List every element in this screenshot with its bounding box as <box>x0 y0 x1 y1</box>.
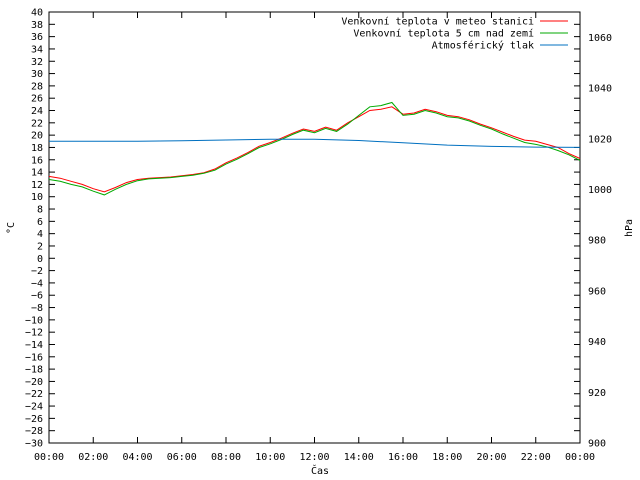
y-tick-label: 18 <box>31 143 43 154</box>
y-tick-label: −16 <box>25 352 43 363</box>
x-tick-label: 08:00 <box>211 452 241 463</box>
x-axis-title: Čas <box>311 464 329 477</box>
y2-tick-label: 960 <box>588 286 606 297</box>
y-tick-label: 32 <box>31 57 43 68</box>
x-tick-label: 02:00 <box>78 452 108 463</box>
y-axis-title: °C <box>6 222 17 234</box>
series-line-3 <box>49 138 581 148</box>
series-line-1 <box>48 106 581 193</box>
y-tick-label: 36 <box>31 32 43 43</box>
y2-tick-label: 980 <box>588 236 606 247</box>
y-tick-label: 10 <box>31 192 43 203</box>
y-tick-label: 22 <box>31 118 43 129</box>
y-tick-label: 2 <box>37 241 43 252</box>
y-tick-label: −14 <box>25 340 43 351</box>
y2-tick-label: 1060 <box>588 33 612 44</box>
x-tick-label: 10:00 <box>255 452 285 463</box>
x-tick-label: 00:00 <box>565 452 595 463</box>
y-tick-label: −22 <box>25 389 43 400</box>
y-tick-label: 28 <box>31 81 43 92</box>
x-tick-label: 20:00 <box>476 452 506 463</box>
series-line-2 <box>48 101 581 196</box>
y-tick-label: 14 <box>31 168 43 179</box>
legend-label: Atmosférický tlak <box>432 40 534 52</box>
y2-tick-label: 1000 <box>588 185 612 196</box>
x-tick-label: 04:00 <box>122 452 152 463</box>
y-tick-label: −26 <box>25 414 43 425</box>
plot-frame <box>48 11 581 444</box>
y-tick-label: 6 <box>37 217 43 228</box>
y-tick-label: 24 <box>31 106 43 117</box>
x-tick-label: 22:00 <box>521 452 551 463</box>
y-tick-label: −20 <box>25 377 43 388</box>
x-tick-label: 00:00 <box>34 452 64 463</box>
x-tick-label: 06:00 <box>167 452 197 463</box>
y-tick-label: 4 <box>37 229 43 240</box>
y-tick-label: −10 <box>25 315 43 326</box>
y-tick-label: 0 <box>37 254 43 265</box>
y-tick-label: −18 <box>25 365 43 376</box>
y-tick-label: 8 <box>37 205 43 216</box>
y2-tick-label: 1040 <box>588 84 612 95</box>
y-tick-label: −28 <box>25 426 43 437</box>
legend-label: Venkovní teplota 5 cm nad zemí <box>353 28 534 40</box>
y-tick-label: 26 <box>31 94 43 105</box>
x-tick-label: 12:00 <box>299 452 329 463</box>
x-tick-label: 16:00 <box>388 452 418 463</box>
y-tick-label: −24 <box>25 402 43 413</box>
y-tick-label: 12 <box>31 180 43 191</box>
axis-ticks: 4038363432302826242220181614121086420−2−… <box>25 8 612 464</box>
y-tick-label: −4 <box>31 278 43 289</box>
y-tick-label: 30 <box>31 69 43 80</box>
x-tick-label: 18:00 <box>432 452 462 463</box>
y-tick-label: 38 <box>31 20 43 31</box>
legend: Venkovní teplota v meteo staniciVenkovní… <box>341 16 568 52</box>
y2-tick-label: 900 <box>588 439 606 450</box>
y-tick-label: −6 <box>31 291 43 302</box>
y-tick-label: 34 <box>31 44 43 55</box>
y-tick-label: −2 <box>31 266 43 277</box>
y-tick-label: −12 <box>25 328 43 339</box>
legend-label: Venkovní teplota v meteo stanici <box>341 16 534 28</box>
series-lines <box>48 101 581 196</box>
y-tick-label: 40 <box>31 8 43 19</box>
y2-tick-label: 940 <box>588 337 606 348</box>
y2-tick-label: 1020 <box>588 134 612 145</box>
y-tick-label: 20 <box>31 131 43 142</box>
x-tick-label: 14:00 <box>344 452 374 463</box>
y-tick-label: −30 <box>25 439 43 450</box>
y-tick-label: −8 <box>31 303 43 314</box>
y-tick-label: 16 <box>31 155 43 166</box>
y2-tick-label: 920 <box>588 388 606 399</box>
y2-axis-title: hPa <box>624 219 635 237</box>
